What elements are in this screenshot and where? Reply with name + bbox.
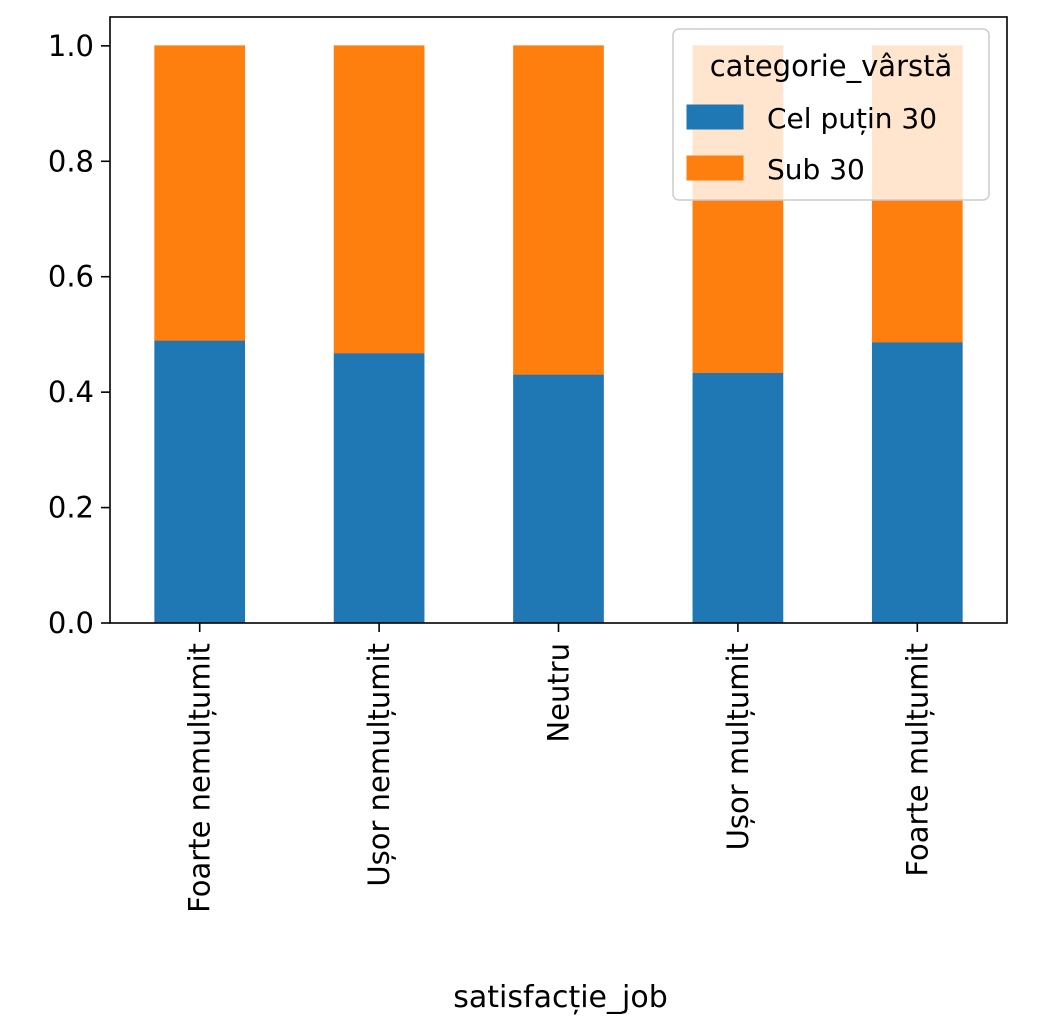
x-axis: Foarte nemulțumit Ușor nemulțumit Neutru Uș… bbox=[183, 623, 934, 913]
y-tick-label: 1.0 bbox=[48, 29, 94, 63]
y-tick-label: 0.2 bbox=[48, 491, 94, 525]
y-tick-label: 0.4 bbox=[48, 375, 94, 409]
x-axis-title: satisfacție_job bbox=[453, 980, 667, 1015]
bar-cel-putin-30-2 bbox=[513, 373, 604, 624]
y-axis: 0.0 0.2 0.4 0.6 0.8 1.0 bbox=[48, 29, 110, 640]
legend-items: Cel puțin 30 Sub 30 bbox=[686, 102, 937, 186]
y-tick-label: 0.8 bbox=[48, 144, 94, 178]
legend-label-sub-30: Sub 30 bbox=[767, 153, 865, 186]
bar-sub-30-1 bbox=[333, 45, 425, 354]
x-tick-label: Ușor mulțumit bbox=[721, 643, 755, 850]
y-tick-label: 0.6 bbox=[48, 260, 94, 294]
bar-sub-30-0 bbox=[154, 45, 246, 341]
x-tick-label: Ușor nemulțumit bbox=[362, 643, 396, 887]
y-tick-label: 0.0 bbox=[48, 606, 94, 640]
x-tick-label: Foarte mulțumit bbox=[900, 643, 934, 877]
legend: categorie_vârstă Cel puțin 30 Sub 30 bbox=[672, 28, 990, 201]
bar-cel-putin-30-0 bbox=[154, 339, 246, 624]
bar-cel-putin-30-4 bbox=[871, 341, 963, 624]
bar-sub-30-2 bbox=[513, 45, 604, 375]
legend-swatch-sub-30 bbox=[686, 155, 744, 181]
legend-box bbox=[672, 28, 990, 201]
bar-cel-putin-30-1 bbox=[333, 352, 425, 624]
legend-swatch-cel-putin-30 bbox=[686, 104, 744, 130]
x-tick-label: Foarte nemulțumit bbox=[183, 643, 217, 913]
legend-title: categorie_vârstă bbox=[710, 49, 953, 83]
bar-cel-putin-30-3 bbox=[692, 372, 784, 624]
legend-label-cel-putin-30: Cel puțin 30 bbox=[767, 102, 937, 135]
x-tick-label: Neutru bbox=[542, 643, 576, 743]
